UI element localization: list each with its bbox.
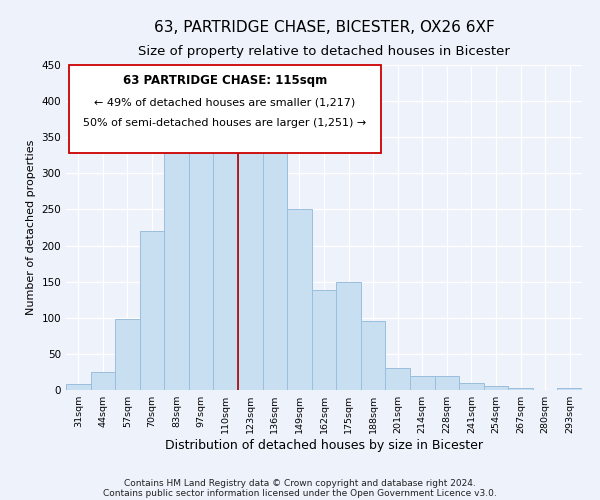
Text: 63 PARTRIDGE CHASE: 115sqm: 63 PARTRIDGE CHASE: 115sqm (123, 74, 327, 87)
Bar (361, 320, 385, 390)
Bar (115, 319, 140, 390)
Text: Size of property relative to detached houses in Bicester: Size of property relative to detached ho… (138, 45, 510, 58)
Bar (434, 376, 459, 390)
Bar (484, 386, 508, 390)
Bar (189, 130, 214, 390)
Bar (410, 376, 434, 390)
Text: 63, PARTRIDGE CHASE, BICESTER, OX26 6XF: 63, PARTRIDGE CHASE, BICESTER, OX26 6XF (154, 20, 494, 35)
Bar (287, 210, 312, 390)
Bar (336, 282, 361, 390)
Bar (214, 126, 238, 390)
Text: Contains HM Land Registry data © Crown copyright and database right 2024.: Contains HM Land Registry data © Crown c… (124, 478, 476, 488)
X-axis label: Distribution of detached houses by size in Bicester: Distribution of detached houses by size … (165, 439, 483, 452)
Bar (557, 388, 582, 390)
Bar (508, 388, 533, 390)
Text: ← 49% of detached houses are smaller (1,217): ← 49% of detached houses are smaller (1,… (94, 98, 356, 108)
Bar (238, 134, 263, 390)
Bar (164, 130, 189, 390)
Text: 50% of semi-detached houses are larger (1,251) →: 50% of semi-detached houses are larger (… (83, 118, 367, 128)
Bar (312, 290, 336, 390)
Bar (385, 368, 410, 390)
Bar (263, 141, 287, 390)
Bar (91, 372, 115, 390)
Text: Contains public sector information licensed under the Open Government Licence v3: Contains public sector information licen… (103, 488, 497, 498)
Bar (66, 384, 91, 390)
Bar (459, 383, 484, 390)
Bar (140, 231, 164, 390)
Y-axis label: Number of detached properties: Number of detached properties (26, 140, 36, 315)
